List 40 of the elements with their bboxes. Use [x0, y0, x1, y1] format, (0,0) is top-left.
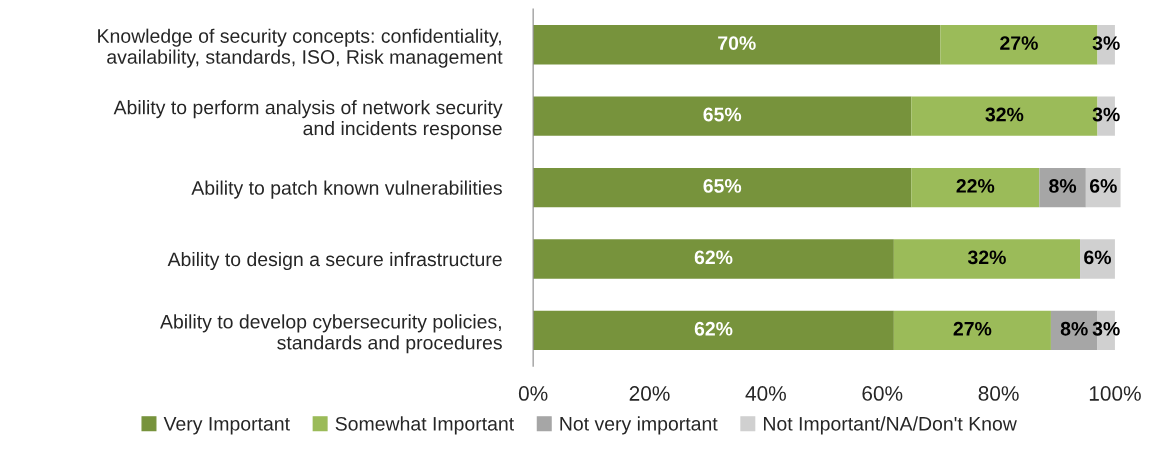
bar [533, 167, 912, 208]
data-label: 62% [694, 250, 733, 265]
y-tick-label: Knowledge of security concepts: confidentiality, availability, standards, ISO, Risk management [98, 28, 503, 68]
y-tick-label: Ability to perform analysis of network security and incidents response [113, 100, 503, 140]
data-label: 8% [1049, 179, 1077, 193]
legend-label: Somewhat Important [335, 416, 514, 435]
bar [533, 25, 941, 65]
bar [533, 96, 912, 136]
y-tick-label: Ability to design a secure infrastructure [167, 251, 502, 271]
legend-label: Not very important [560, 416, 718, 435]
x-tick-label: 0% [518, 386, 548, 401]
x-tick-label: 40% [745, 386, 786, 401]
bar [1080, 239, 1115, 279]
y-tick-label: Ability to patch known vulnerabilities [191, 180, 502, 199]
x-tick-label: 80% [978, 386, 1019, 401]
bar [893, 310, 1051, 351]
legend-label: Very Important [163, 417, 290, 435]
data-label: 32% [985, 107, 1024, 122]
x-tick-label: 100% [1089, 386, 1141, 401]
data-label: 6% [1084, 250, 1112, 265]
data-label: 3% [1092, 321, 1120, 336]
y-tick-label: Ability to develop cybersecurity policies, standards and procedures [160, 314, 502, 354]
bar [533, 310, 894, 351]
legend-label: Not Important/NA/Don't Know [764, 416, 1017, 435]
bar [1039, 167, 1086, 208]
x-tick-label: 60% [862, 386, 903, 401]
x-tick-label: 20% [629, 386, 670, 401]
bar [893, 239, 1081, 279]
data-label: 62% [694, 321, 733, 336]
data-label: 70% [718, 36, 756, 50]
data-label: 65% [703, 107, 742, 122]
data-label: 8% [1060, 321, 1088, 336]
data-label: 27% [1000, 36, 1038, 50]
data-label: 32% [967, 250, 1006, 265]
data-label: 22% [956, 179, 995, 193]
data-label: 27% [953, 321, 992, 336]
bar [533, 239, 894, 279]
bar [911, 167, 1040, 208]
data-label: 6% [1089, 179, 1117, 193]
data-label: 65% [703, 179, 742, 193]
